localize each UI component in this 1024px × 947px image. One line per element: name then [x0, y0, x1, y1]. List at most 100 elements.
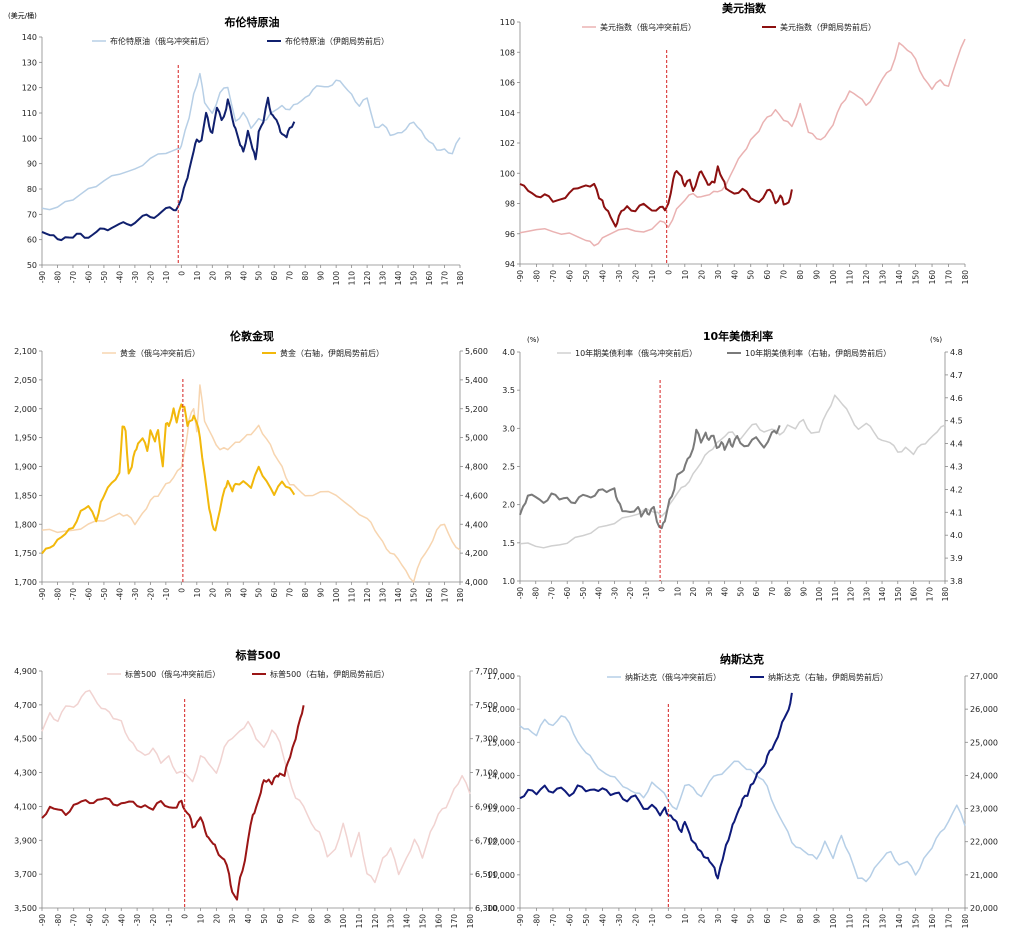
y-tick-label-right: 5,200: [465, 405, 488, 414]
x-tick-label: 130: [862, 587, 871, 602]
x-tick-label: 160: [928, 914, 937, 929]
x-tick-label: 170: [441, 271, 450, 286]
y-tick-label-right: 4.7: [950, 371, 963, 380]
y-tick-label: 130: [22, 58, 37, 67]
y-tick-label: 13,000: [487, 805, 515, 814]
x-tick-label: 160: [910, 587, 919, 602]
x-tick-label: 180: [961, 914, 970, 929]
x-tick-label: -30: [615, 914, 624, 926]
x-tick-label: 30: [705, 587, 714, 597]
y-tick-label-right: 27,000: [970, 672, 998, 681]
y-tick-label: 1.5: [502, 539, 515, 548]
y-tick-label: 1,950: [14, 434, 37, 443]
x-tick-label: -60: [84, 588, 93, 600]
y-tick-label: 1,900: [14, 463, 37, 472]
x-tick-label: -50: [582, 914, 591, 926]
x-tick-label: -60: [86, 914, 95, 926]
x-tick-label: -70: [69, 271, 78, 283]
x-tick-label: -30: [131, 588, 140, 600]
x-tick-label: 40: [239, 588, 248, 598]
y-tick-label: 108: [500, 48, 515, 57]
x-tick-label: 150: [894, 587, 903, 602]
x-tick-label: -10: [162, 271, 171, 283]
x-tick-label: 150: [912, 270, 921, 285]
x-tick-label: -90: [516, 914, 525, 926]
x-tick-label: -40: [115, 588, 124, 600]
x-tick-label: 30: [228, 914, 237, 924]
y-tick-label-right: 4.1: [950, 508, 963, 517]
x-tick-label: 80: [796, 270, 805, 280]
y-tick-label: 2.0: [502, 501, 515, 510]
y-tick-label-right: 4.2: [950, 485, 963, 494]
y-tick-label-right: 5,400: [465, 376, 488, 385]
x-tick-label: -20: [626, 587, 635, 599]
x-tick-label: 120: [363, 271, 372, 286]
y-tick-label-right: 5,000: [465, 434, 488, 443]
y-tick-label-right: 26,000: [970, 705, 998, 714]
x-tick-label: -70: [69, 588, 78, 600]
x-tick-label: -80: [54, 914, 63, 926]
legend-label-1: 标普500（俄乌冲突前后）: [125, 669, 220, 679]
x-tick-label: 110: [348, 588, 357, 603]
x-tick-label: 70: [768, 587, 777, 597]
x-tick-label: 30: [714, 914, 723, 924]
legend-label-1: 纳斯达克（俄乌冲突前后）: [625, 672, 721, 682]
y-tick-label: 60: [27, 236, 37, 245]
y-tick-label-right: 3.8: [950, 577, 963, 586]
x-tick-label: -90: [38, 271, 47, 283]
y-tick-label: 11,000: [487, 871, 515, 880]
x-tick-label: 140: [895, 270, 904, 285]
series-line-1: [41, 72, 461, 211]
x-tick-label: -50: [579, 587, 588, 599]
x-tick-label: 60: [752, 587, 761, 597]
x-tick-label: -40: [117, 914, 126, 926]
x-tick-label: 50: [747, 270, 756, 280]
x-tick-label: 70: [286, 588, 295, 598]
y-tick-label: 4.0: [502, 348, 515, 357]
x-tick-label: 0: [177, 271, 186, 276]
y-tick-label-right: 20,000: [970, 904, 998, 913]
x-tick-label: 100: [339, 914, 348, 929]
x-tick-label: 90: [813, 914, 822, 924]
series-line-1: [41, 689, 471, 884]
x-tick-label: 50: [260, 914, 269, 924]
x-tick-label: 100: [815, 587, 824, 602]
x-tick-label: -70: [549, 270, 558, 282]
x-tick-label: 100: [829, 914, 838, 929]
x-tick-label: 140: [895, 914, 904, 929]
x-tick-label: 20: [208, 588, 217, 598]
x-tick-label: 20: [212, 914, 221, 924]
x-tick-label: -10: [642, 587, 651, 599]
x-tick-label: 120: [363, 588, 372, 603]
x-tick-label: 0: [664, 914, 673, 919]
x-tick-label: 180: [456, 271, 465, 286]
x-tick-label: 140: [394, 271, 403, 286]
y-tick-label: 1,800: [14, 520, 37, 529]
series-line-1: [519, 394, 946, 549]
series-line-1: [41, 384, 461, 583]
x-tick-label: 110: [348, 271, 357, 286]
y-tick-label: 106: [500, 79, 515, 88]
x-tick-label: -90: [38, 914, 47, 926]
chart-title: 伦敦金现: [230, 329, 274, 343]
x-tick-label: 90: [317, 588, 326, 598]
x-tick-label: 10: [681, 270, 690, 280]
x-tick-label: 150: [410, 588, 419, 603]
y-tick-label: 90: [27, 160, 37, 169]
legend-label-2: 布伦特原油（伊朗局势前后）: [285, 36, 389, 46]
y-tick-label-right: 7,100: [475, 769, 498, 778]
y-tick-label: 110: [500, 18, 515, 27]
x-tick-label: 140: [403, 914, 412, 929]
x-tick-label: -60: [565, 914, 574, 926]
x-tick-label: 130: [387, 914, 396, 929]
x-tick-label: 110: [846, 270, 855, 285]
y-tick-label: 50: [27, 261, 37, 270]
legend-label-2: 纳斯达克（右轴，伊朗局势前后）: [768, 672, 888, 682]
y-tick-label: 16,000: [487, 705, 515, 714]
x-tick-label: 90: [317, 271, 326, 281]
series-line-2: [519, 692, 793, 880]
x-tick-label: 40: [721, 587, 730, 597]
x-tick-label: 160: [434, 914, 443, 929]
x-tick-label: 180: [941, 587, 950, 602]
